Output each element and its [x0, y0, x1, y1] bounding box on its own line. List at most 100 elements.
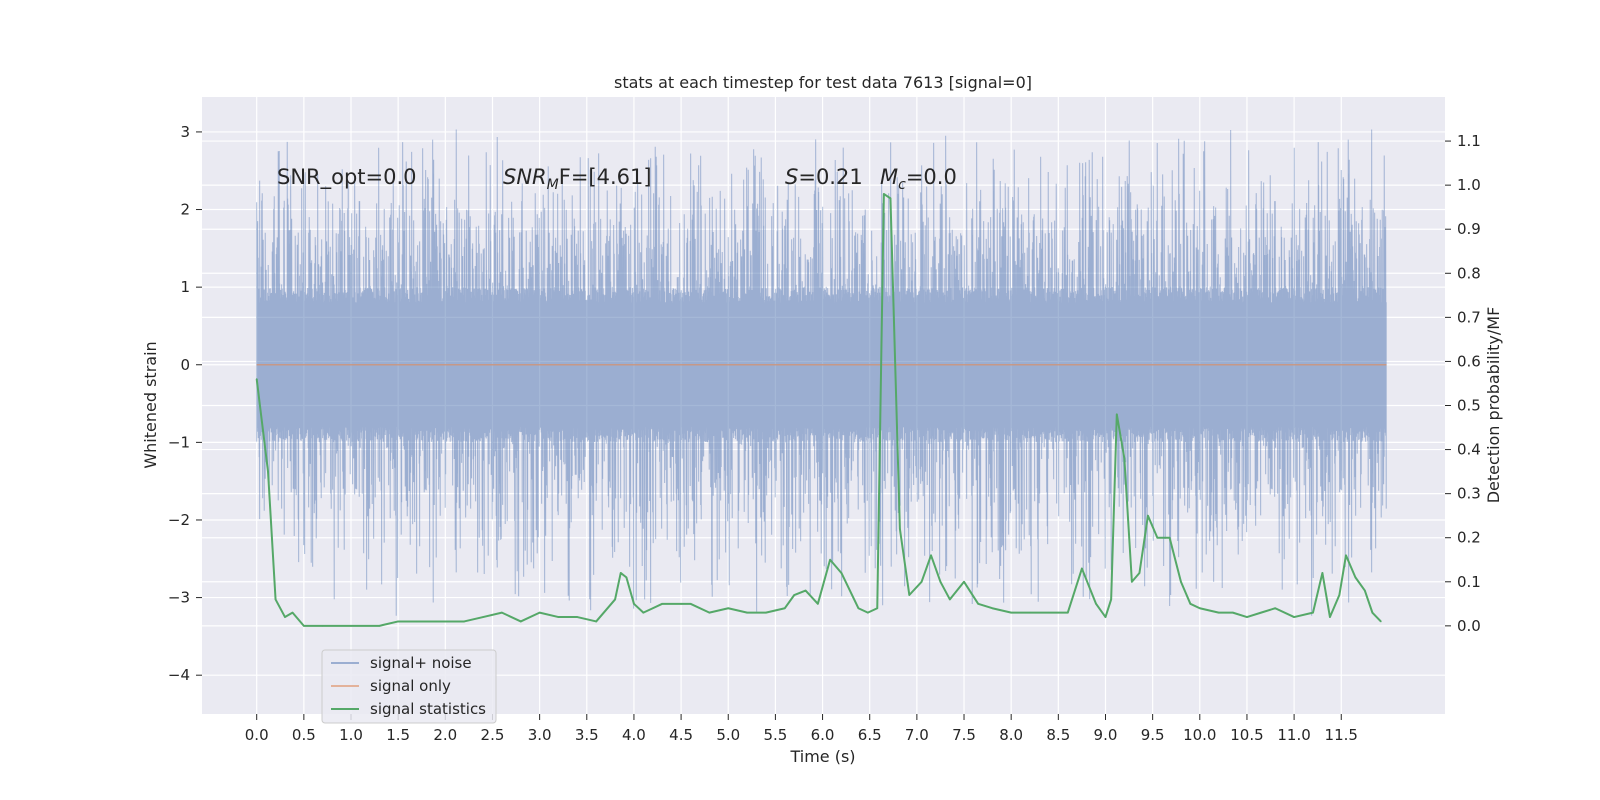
statistics-point	[595, 620, 598, 623]
x-axis-label: Time (s)	[789, 747, 855, 766]
x-tick-label: 9.0	[1094, 726, 1118, 744]
statistics-point	[1104, 616, 1107, 618]
x-tick-label: 5.5	[763, 726, 787, 744]
statistics-point	[625, 576, 628, 579]
statistics-line	[255, 192, 1382, 627]
y-tick-label: −2	[168, 511, 190, 529]
statistics-point	[501, 611, 503, 614]
x-tick-label: 6.5	[858, 726, 882, 744]
statistics-point	[378, 625, 381, 627]
legend: signal+ noise signal only signal statist…	[321, 649, 497, 724]
y-tick-label: −1	[168, 433, 190, 451]
statistics-point	[727, 607, 730, 610]
noise-trace	[256, 129, 1387, 616]
statistics-point	[857, 607, 860, 610]
y-right-tick-label: 0.0	[1457, 617, 1481, 635]
statistics-point	[1081, 567, 1083, 570]
y-right-tick-label: 0.4	[1457, 441, 1481, 459]
statistics-point	[614, 598, 616, 601]
y-axis-ticks: −4 −3 −2 −1 0 1 2 3	[168, 123, 202, 684]
statistics-point	[817, 603, 819, 605]
y-tick-label: 0	[180, 356, 190, 374]
statistics-point	[1010, 611, 1012, 614]
x-axis-ticks: 0.0 0.5 1.0 1.5 2.0 2.5 3.0 3.5 4.0 4.5 5.0 5.5 6.0 6…	[245, 714, 1358, 744]
x-tick-label: 11.5	[1325, 726, 1358, 744]
x-tick-label: 1.5	[386, 726, 410, 744]
statistics-point	[1147, 514, 1149, 517]
statistics-point	[746, 611, 748, 614]
statistics-point	[1371, 611, 1374, 614]
annotation-s: S=0.21	[785, 165, 863, 189]
annotation-snr-mf: SNRMF=[4.61]	[503, 165, 652, 193]
statistics-point	[1321, 572, 1324, 574]
statistics-point	[804, 589, 807, 592]
statistics-point	[519, 620, 522, 623]
annotation-s-rest: =0.21	[798, 165, 862, 189]
statistics-point	[1110, 598, 1112, 601]
x-tick-label: 8.5	[1046, 726, 1070, 744]
y-right-tick-label: 0.5	[1457, 397, 1481, 415]
statistics-point	[1217, 611, 1220, 614]
y-axis-label: Whitened strain	[141, 341, 160, 468]
y-right-tick-label: 0.3	[1457, 485, 1481, 503]
x-tick-label: 4.5	[669, 726, 693, 744]
x-tick-label: 7.0	[905, 726, 929, 744]
x-tick-label: 2.5	[481, 726, 505, 744]
statistics-point	[350, 625, 352, 627]
x-tick-label: 10.0	[1183, 726, 1216, 744]
y-right-tick-label: 1.1	[1457, 132, 1481, 150]
statistics-point	[463, 620, 465, 623]
statistics-point	[793, 594, 796, 596]
x-tick-label: 4.0	[622, 726, 646, 744]
statistics-point	[1180, 580, 1182, 583]
annotation-snr-opt: SNR_opt=0.0	[277, 165, 417, 190]
series-noise	[256, 129, 1387, 616]
y-right-tick-label: 0.2	[1457, 529, 1481, 547]
y-right-tick-label: 0.8	[1457, 264, 1481, 282]
chart-title: stats at each timestep for test data 761…	[614, 73, 1032, 92]
statistics-point	[274, 598, 277, 601]
annotation-snr-mf-main: SNR	[503, 165, 547, 189]
x-tick-label: 10.5	[1230, 726, 1263, 744]
statistics-point	[1329, 616, 1331, 618]
statistics-point	[1156, 536, 1159, 539]
statistics-point	[291, 611, 294, 614]
statistics-point	[920, 580, 923, 583]
x-tick-label: 0.0	[245, 726, 269, 744]
statistics-point	[1338, 594, 1341, 596]
statistics-point	[1095, 603, 1097, 605]
statistics-point	[1345, 554, 1347, 557]
statistics-point	[765, 611, 767, 614]
statistics-point	[642, 611, 645, 614]
statistics-point	[991, 607, 994, 610]
statistics-point	[930, 554, 932, 557]
annotation-mc-var: M	[880, 165, 898, 189]
y-right-axis-ticks: 0.0 0.1 0.2 0.3 0.4 0.5 0.6 0.7 0.8 0.9 1.0 1.1	[1445, 132, 1481, 635]
y-tick-label: −4	[168, 666, 190, 684]
statistics-point	[689, 603, 692, 605]
statistics-point	[1246, 616, 1248, 618]
statistics-point	[1189, 603, 1192, 605]
statistics-point	[633, 603, 635, 605]
x-tick-label: 7.5	[952, 726, 976, 744]
legend-label-noise: signal+ noise	[370, 654, 472, 672]
statistics-point	[840, 572, 843, 574]
statistics-point	[397, 620, 399, 623]
series-statistics	[255, 192, 1382, 627]
statistics-point	[876, 607, 879, 610]
annotation-mc-sub: c	[898, 177, 906, 193]
legend-label-signal: signal only	[370, 677, 451, 695]
statistics-point	[1293, 616, 1295, 618]
x-tick-label: 1.0	[339, 726, 363, 744]
statistics-point	[829, 558, 831, 561]
y-tick-label: 3	[180, 123, 190, 141]
y-right-tick-label: 0.1	[1457, 573, 1481, 591]
statistics-point	[482, 616, 484, 618]
statistics-point	[284, 616, 286, 618]
annotation-mc-rest: =0.0	[906, 165, 957, 189]
statistics-point	[651, 607, 654, 610]
y-right-tick-label: 0.9	[1457, 220, 1481, 238]
statistics-point	[1380, 620, 1382, 623]
legend-box	[321, 649, 497, 724]
statistics-point	[321, 625, 324, 627]
